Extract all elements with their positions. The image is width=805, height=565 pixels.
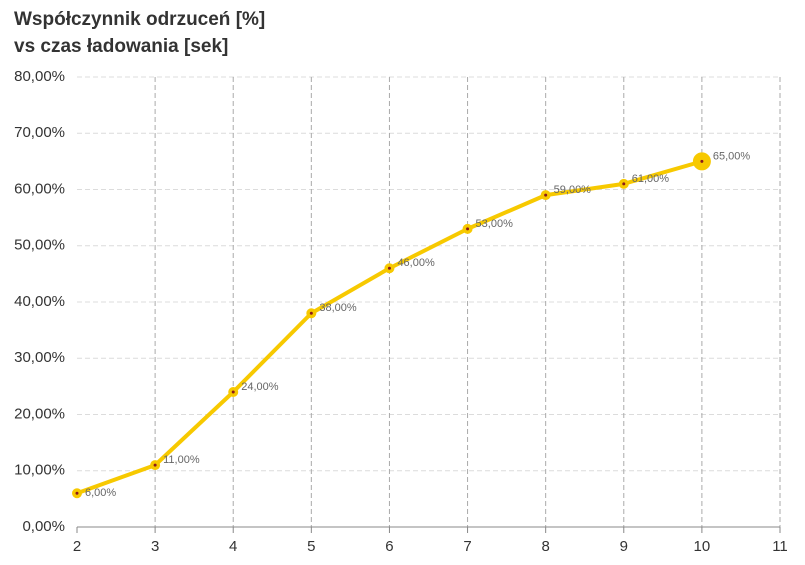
value-label: 65,00% [713, 150, 751, 162]
value-label: 53,00% [476, 218, 514, 230]
point-center [700, 159, 704, 163]
chart-title: vs czas ładowania [sek] [14, 36, 228, 57]
point-center [231, 390, 235, 394]
x-tick-label: 5 [307, 538, 315, 555]
point-center [75, 491, 79, 495]
y-tick-label: 20,00% [14, 405, 65, 422]
value-label: 46,00% [397, 257, 435, 269]
x-tick-label: 10 [694, 538, 711, 555]
x-tick-label: 4 [229, 538, 237, 555]
value-label: 24,00% [241, 381, 279, 393]
chart-title: Współczynnik odrzuceń [%] [14, 9, 265, 30]
point-center [622, 182, 626, 186]
value-label: 11,00% [163, 454, 200, 466]
x-tick-label: 8 [541, 538, 549, 555]
x-tick-label: 11 [772, 538, 788, 555]
point-center [309, 311, 313, 315]
y-tick-label: 30,00% [14, 349, 65, 366]
value-label: 6,00% [85, 487, 116, 499]
point-center [544, 193, 548, 197]
value-label: 61,00% [632, 173, 670, 185]
y-tick-label: 80,00% [14, 68, 65, 85]
x-tick-label: 6 [385, 538, 393, 555]
y-tick-label: 70,00% [14, 124, 65, 141]
x-tick-label: 9 [620, 538, 628, 555]
point-center [466, 227, 470, 231]
point-center [387, 266, 391, 270]
value-label: 38,00% [319, 302, 357, 314]
y-tick-label: 10,00% [14, 462, 65, 479]
y-tick-label: 50,00% [14, 237, 65, 254]
x-tick-label: 7 [463, 538, 471, 555]
x-tick-label: 2 [73, 538, 81, 555]
x-tick-label: 3 [151, 538, 159, 555]
value-label: 59,00% [554, 184, 592, 196]
y-tick-label: 0,00% [22, 518, 65, 535]
y-tick-label: 40,00% [14, 293, 65, 310]
point-center [153, 463, 157, 467]
y-tick-label: 60,00% [14, 180, 65, 197]
